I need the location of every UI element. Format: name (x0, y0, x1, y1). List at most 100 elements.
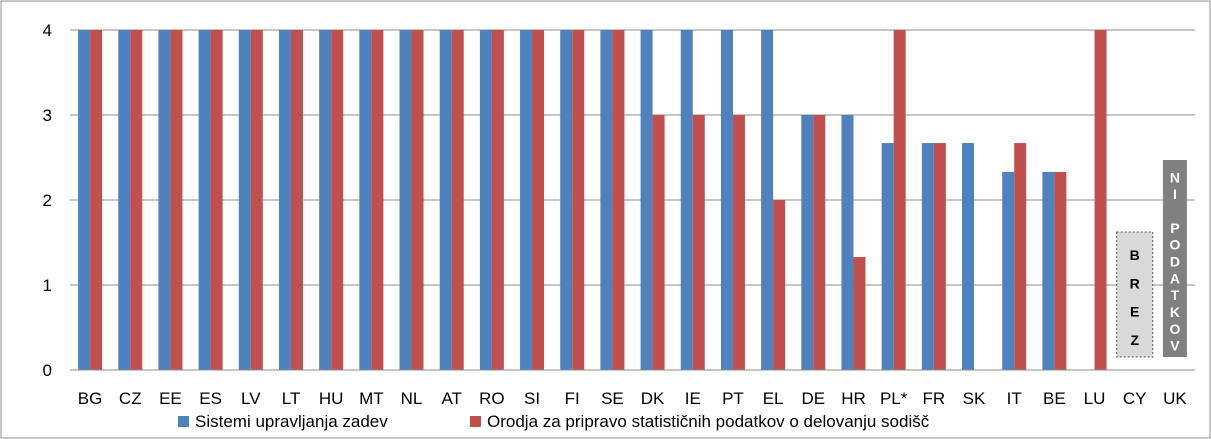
note-letter: D (1170, 254, 1180, 270)
x-tick-label: HU (319, 389, 344, 408)
bar-orodja-fi (572, 30, 585, 370)
y-tick-label: 0 (43, 361, 52, 380)
bar-orodja-mt (371, 30, 384, 370)
bar-sistemi-ro (479, 30, 492, 370)
y-tick-label: 4 (43, 21, 52, 40)
x-tick-label: DK (641, 389, 665, 408)
y-axis-ticks: 0 1 2 3 4 (43, 21, 52, 380)
bar-orodja-de (813, 115, 826, 370)
legend-label: Sistemi upravljanja zadev (195, 412, 388, 431)
bar-orodja-nl (411, 30, 424, 370)
x-tick-label: PL* (880, 389, 908, 408)
note-letter: A (1170, 270, 1180, 286)
note-letter: K (1170, 304, 1180, 320)
legend: Sistemi upravljanja zadev Orodja za pripr… (178, 412, 930, 431)
x-axis-ticks: BG CZ EE ES LV LT HU MT NL AT RO SI FI SE DK IE PT EL DE HR… (78, 389, 1188, 408)
bar-orodja-si (532, 30, 545, 370)
y-tick-label: 2 (43, 191, 52, 210)
bar-orodja-cz (130, 30, 143, 370)
note-letter: V (1170, 338, 1180, 354)
bar-sistemi-mt (359, 30, 372, 370)
bar-sistemi-at (439, 30, 452, 370)
bar-orodja-plstar (893, 30, 906, 370)
x-tick-label: DE (801, 389, 825, 408)
bar-sistemi-hu (319, 30, 332, 370)
bar-orodja-dk (652, 115, 665, 370)
bar-orodja-ro (491, 30, 504, 370)
y-tick-label: 1 (43, 276, 52, 295)
bar-orodja-pt (732, 115, 745, 370)
bar-sistemi-it (1002, 171, 1015, 370)
bar-orodja-es (210, 30, 223, 370)
bar-sistemi-de (801, 115, 814, 370)
note-letter: P (1170, 220, 1179, 236)
bar-sistemi-dk (640, 30, 653, 370)
bar-orodja-at (451, 30, 464, 370)
note-letter: B (1130, 247, 1140, 263)
x-tick-label: IT (1007, 389, 1022, 408)
x-tick-label: HR (841, 389, 866, 408)
bar-sistemi-se (600, 30, 613, 370)
x-tick-label: ES (199, 389, 222, 408)
bar-sistemi-es (198, 30, 211, 370)
x-tick-label: EE (159, 389, 182, 408)
x-tick-label: CZ (119, 389, 142, 408)
x-tick-label: NL (401, 389, 423, 408)
bar-sistemi-si (520, 30, 533, 370)
bar-orodja-se (612, 30, 625, 370)
bar-orodja-hr (853, 256, 866, 370)
x-tick-label: AT (441, 389, 461, 408)
bars (78, 30, 1107, 370)
x-tick-label: BE (1043, 389, 1066, 408)
bar-sistemi-ee (158, 30, 171, 370)
bar-orodja-ee (170, 30, 183, 370)
note-letter: Z (1130, 332, 1139, 348)
note-letter: O (1169, 237, 1180, 253)
legend-label: Orodja za pripravo statističnih podatkov… (487, 412, 930, 431)
x-tick-label: UK (1163, 389, 1187, 408)
x-tick-label: MT (359, 389, 384, 408)
x-tick-label: LU (1084, 389, 1106, 408)
note-letter: T (1171, 287, 1180, 303)
bar-sistemi-fr (921, 143, 934, 370)
bar-orodja-lv (250, 30, 263, 370)
note-letter: O (1169, 321, 1180, 337)
bar-orodja-ie (692, 115, 705, 370)
bar-sistemi-pt (720, 30, 733, 370)
y-tick-label: 3 (43, 106, 52, 125)
x-tick-label: CY (1123, 389, 1147, 408)
x-tick-label: SE (601, 389, 624, 408)
x-tick-label: FR (923, 389, 946, 408)
x-tick-label: PT (722, 389, 744, 408)
bar-sistemi-lv (238, 30, 251, 370)
legend-swatch (178, 416, 189, 427)
note-letter: I (1173, 186, 1177, 202)
x-tick-label: FI (565, 389, 580, 408)
bar-sistemi-el (761, 30, 774, 370)
note-box-brez (1116, 231, 1154, 358)
x-tick-label: LV (241, 389, 261, 408)
note-letter: N (1170, 169, 1180, 185)
bar-sistemi-bg (78, 30, 91, 370)
bar-sistemi-lt (278, 30, 291, 370)
bar-sistemi-cz (118, 30, 131, 370)
x-tick-label: EL (763, 389, 784, 408)
bar-sistemi-sk (962, 143, 975, 370)
bar-sistemi-nl (399, 30, 412, 370)
bar-orodja-lu (1094, 30, 1107, 370)
bar-orodja-bg (90, 30, 103, 370)
bar-orodja-be (1054, 171, 1067, 370)
bar-orodja-hu (331, 30, 344, 370)
bar-sistemi-plstar (881, 143, 894, 370)
x-tick-label: LT (282, 389, 301, 408)
bar-sistemi-be (1042, 171, 1055, 370)
note-letter: R (1130, 275, 1140, 291)
x-tick-label: BG (78, 389, 103, 408)
x-tick-label: IE (685, 389, 701, 408)
x-tick-label: SK (963, 389, 986, 408)
bar-orodja-lt (290, 30, 303, 370)
bar-orodja-it (1014, 143, 1027, 370)
note-letter: E (1130, 304, 1139, 320)
